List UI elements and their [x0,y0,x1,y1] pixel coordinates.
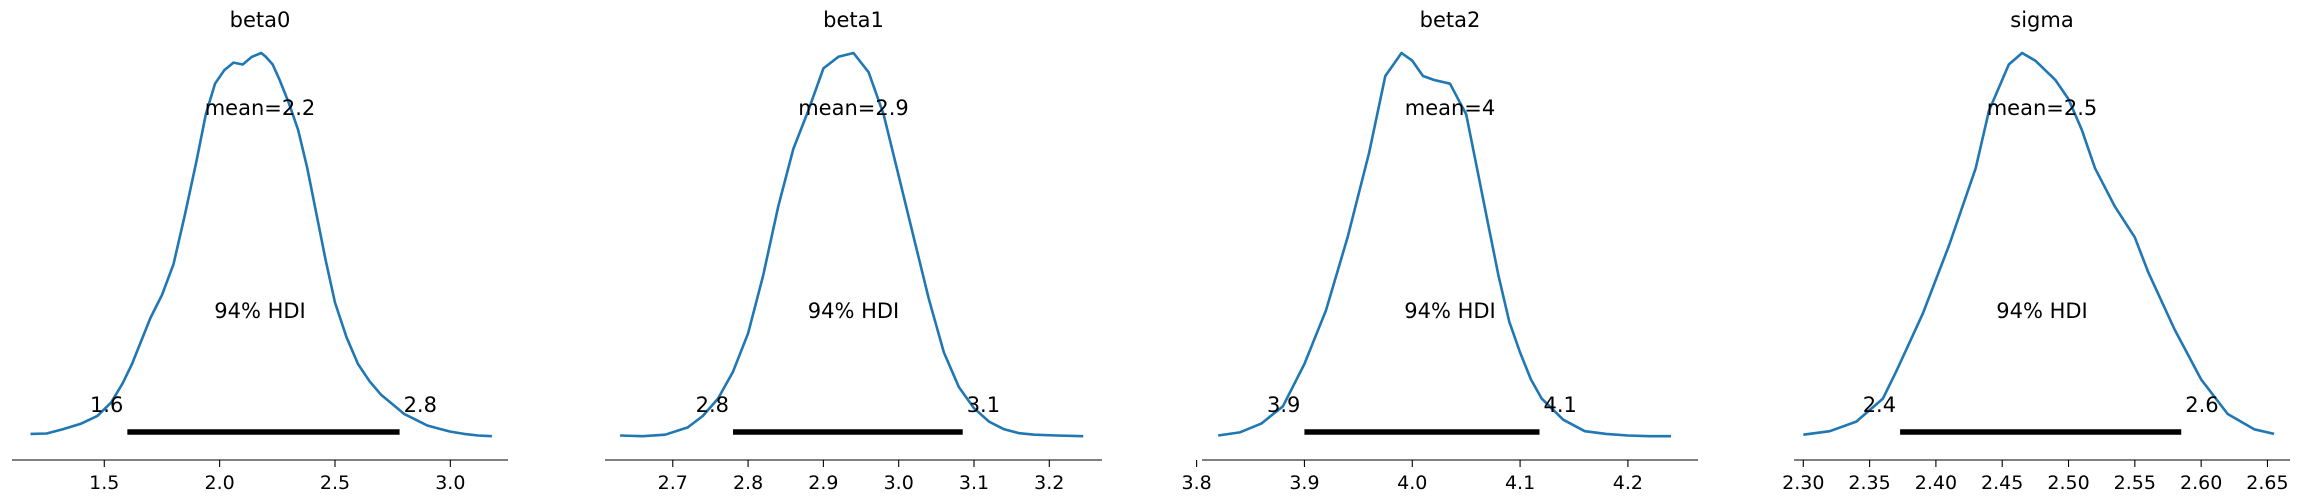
x-tick-label: 2.30 [1782,472,1824,494]
hdi-label: 94% HDI [214,299,306,323]
panel-sigma: sigma mean=2.5 94% HDI 2.4 2.6 2.30 2.35 2.40 2.… [1782,8,2290,494]
density-curve [30,51,492,438]
x-tick-label: 2.50 [2047,472,2089,494]
mean-label: mean=2.9 [798,96,909,120]
x-tick-label: 2.7 [658,472,688,494]
x-tick-label: 2.5 [320,472,350,494]
mean-label: mean=2.2 [205,96,316,120]
hdi-low-label: 2.4 [1863,393,1896,417]
x-tick-label: 1.5 [89,472,119,494]
hdi-label: 94% HDI [1404,299,1496,323]
x-tick-label: 2.60 [2180,472,2222,494]
panel-title: sigma [2010,8,2073,32]
x-tick-label: 2.9 [808,472,838,494]
x-tick-label: 2.65 [2246,472,2288,494]
x-tick-label: 4.2 [1613,472,1643,494]
x-tick-label: 2.45 [1981,472,2023,494]
mean-label: mean=4 [1405,96,1496,120]
density-curve [1218,51,1671,438]
x-tick-label: 3.0 [884,472,914,494]
x-tick-label: 3.0 [435,472,465,494]
density-curve [620,51,1084,438]
panel-title: beta2 [1420,8,1481,32]
x-tick-label: 2.35 [1848,472,1890,494]
x-tick-label: 2.0 [205,472,235,494]
x-tick-label: 3.8 [1181,472,1211,494]
hdi-high-label: 2.6 [2185,393,2218,417]
x-tick-label: 3.1 [959,472,989,494]
mean-label: mean=2.5 [1987,96,2098,120]
hdi-high-label: 4.1 [1543,393,1576,417]
hdi-low-label: 3.9 [1267,393,1300,417]
hdi-low-label: 2.8 [696,393,729,417]
x-tick-label: 3.9 [1289,472,1319,494]
hdi-label: 94% HDI [1996,299,2088,323]
panel-beta2: beta2 mean=4 94% HDI 3.9 4.1 3.8 3.9 4.0 4.1 4.2 [1181,8,1698,494]
density-curve [1803,51,2275,436]
x-tick-label: 4.1 [1505,472,1535,494]
panel-title: beta1 [823,8,884,32]
hdi-high-label: 2.8 [404,393,437,417]
x-tick-label: 2.8 [733,472,763,494]
x-tick-label: 4.0 [1397,472,1427,494]
hdi-label: 94% HDI [808,299,900,323]
panel-beta1: beta1 mean=2.9 94% HDI 2.8 3.1 2.7 2.8 2.9 3.0 3.… [605,8,1102,494]
panel-title: beta0 [230,8,291,32]
hdi-low-label: 1.6 [90,393,123,417]
x-tick-label: 2.55 [2114,472,2156,494]
x-tick-label: 3.2 [1034,472,1064,494]
panel-beta0: beta0 mean=2.2 94% HDI 1.6 2.8 1.5 2.0 2.5 3.0 [12,8,508,494]
hdi-high-label: 3.1 [967,393,1000,417]
x-tick-label: 2.40 [1915,472,1957,494]
